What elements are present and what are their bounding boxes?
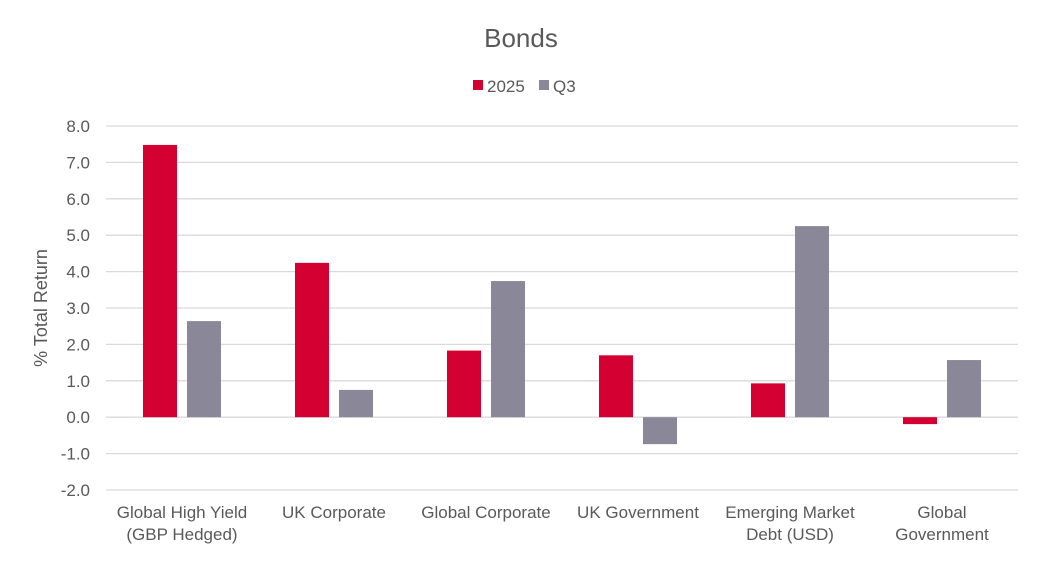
- legend-swatch-q3: [539, 80, 549, 90]
- y-tick-label: -2.0: [61, 481, 90, 500]
- x-tick-labels: Global High Yield (GBP Hedged) UK Corporat…: [117, 503, 989, 544]
- legend-label-2025: 2025: [487, 77, 525, 96]
- x-tick-label-line: Debt (USD): [746, 525, 834, 544]
- x-tick-label-line: Emerging Market: [725, 503, 855, 522]
- legend: 2025 Q3: [473, 77, 576, 96]
- x-tick-label: Emerging Market Debt (USD): [725, 503, 855, 544]
- y-tick-label: 8.0: [66, 117, 90, 136]
- bar-2025-0: [143, 144, 177, 418]
- x-tick-label-line: Global High Yield: [117, 503, 247, 522]
- x-tick-label: Global Corporate: [421, 503, 550, 522]
- x-tick-label: UK Corporate: [282, 503, 386, 522]
- x-tick-label: Global High Yield (GBP Hedged): [117, 503, 247, 544]
- y-tick-label: 3.0: [66, 299, 90, 318]
- chart-title: Bonds: [484, 23, 558, 53]
- y-tick-label: 4.0: [66, 263, 90, 282]
- y-tick-label: 0.0: [66, 408, 90, 427]
- y-tick-label: 2.0: [66, 335, 90, 354]
- x-tick-label-line: (GBP Hedged): [126, 525, 237, 544]
- bar-2025-1: [295, 262, 329, 418]
- y-tick-labels: 8.0 7.0 6.0 5.0 4.0 3.0 2.0 1.0 0.0 -1.0 -2.0: [61, 117, 90, 500]
- bar-q3-0: [187, 321, 221, 418]
- x-tick-label-line: UK Corporate: [282, 503, 386, 522]
- gridlines: [106, 125, 1018, 491]
- bar-q3-1: [339, 389, 373, 418]
- x-tick-label-line: Government: [895, 525, 989, 544]
- bar-q3-2: [491, 281, 525, 418]
- y-tick-label: -1.0: [61, 445, 90, 464]
- y-axis-label: % Total Return: [31, 249, 51, 367]
- bars: [143, 144, 981, 445]
- legend-swatch-2025: [473, 80, 483, 90]
- bar-2025-5: [903, 417, 937, 425]
- x-tick-label: Global Government: [895, 503, 989, 544]
- x-tick-label: UK Government: [577, 503, 699, 522]
- y-tick-label: 7.0: [66, 153, 90, 172]
- legend-label-q3: Q3: [553, 77, 576, 96]
- x-tick-label-line: UK Government: [577, 503, 699, 522]
- y-tick-label: 6.0: [66, 190, 90, 209]
- bar-q3-4: [795, 226, 829, 418]
- bar-q3-3: [643, 417, 677, 445]
- x-tick-label-line: Global Corporate: [421, 503, 550, 522]
- y-tick-label: 5.0: [66, 226, 90, 245]
- bar-2025-2: [447, 350, 481, 418]
- x-tick-label-line: Global: [917, 503, 966, 522]
- y-tick-label: 1.0: [66, 372, 90, 391]
- bar-2025-3: [599, 355, 633, 418]
- bar-q3-5: [947, 360, 981, 418]
- bar-2025-4: [751, 383, 785, 418]
